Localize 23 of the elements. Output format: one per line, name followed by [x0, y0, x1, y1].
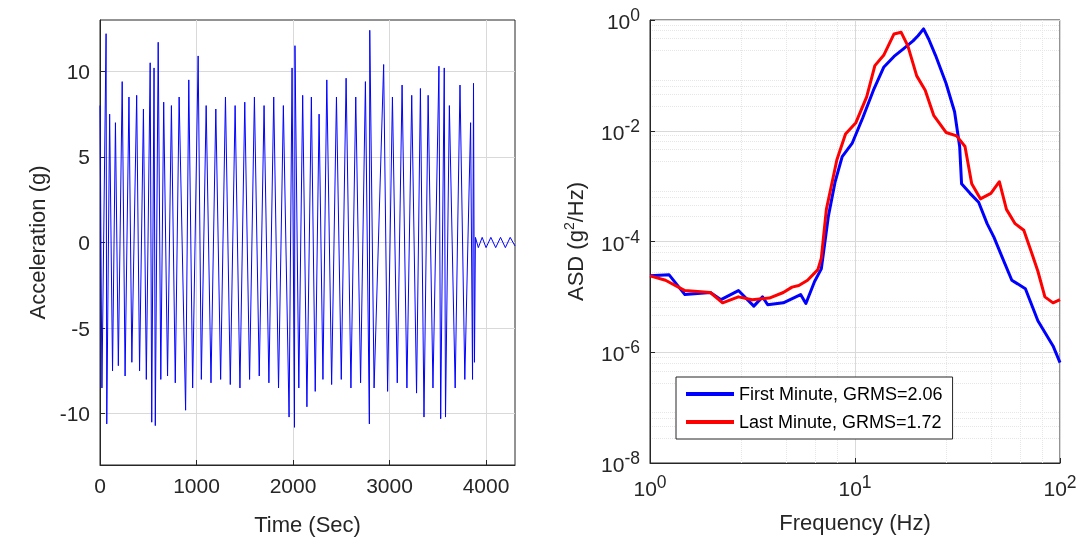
- y-tick-label: 10$^{-6}$: [601, 337, 640, 366]
- y-axis-title: Acceleration (g): [25, 165, 51, 320]
- x-tick-label: 1000: [173, 474, 220, 497]
- y-tick-label: 10$^{-2}$: [601, 116, 640, 145]
- legend-label: First Minute, GRMS=2.06: [739, 384, 943, 404]
- x-tick-label: 10$^{1}$: [838, 472, 872, 501]
- line-series: [99, 29, 516, 428]
- y-tick-label: 0: [78, 231, 90, 254]
- y-tick-label: 10$^{-4}$: [601, 226, 640, 256]
- x-tick-label: 10$^{2}$: [1043, 472, 1077, 501]
- x-tick-label: 4000: [462, 474, 510, 497]
- y-tick-label: 5: [78, 145, 90, 169]
- y-tick-label: 10$^{0}$: [606, 5, 640, 34]
- y-tick-label: -10: [59, 402, 90, 426]
- x-tick-label: 0: [94, 474, 106, 497]
- y-tick-label: -5: [71, 316, 90, 340]
- x-tick-label: 3000: [366, 474, 413, 497]
- x-axis-title: Time (Sec): [254, 511, 361, 537]
- x-tick-label: 2000: [269, 474, 317, 497]
- x-axis-title: Frequency (Hz): [779, 509, 931, 535]
- legend-label: Last Minute, GRMS=1.72: [739, 412, 942, 432]
- y-axis-title: ASD (g2/Hz): [561, 181, 588, 302]
- y-tick-label: 10: [66, 59, 90, 83]
